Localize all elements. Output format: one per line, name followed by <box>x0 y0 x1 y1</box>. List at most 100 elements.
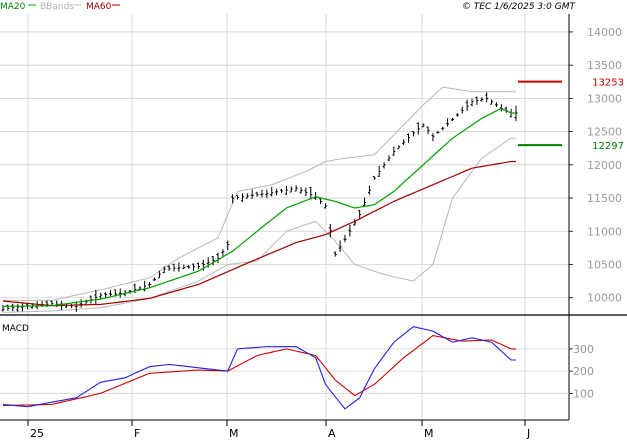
ohlc-bar <box>196 262 200 270</box>
macd-grid <box>0 348 569 394</box>
ohlc-bar <box>148 282 152 288</box>
ohlc-bar <box>343 234 347 243</box>
price-y-tick-label: 13000 <box>587 92 622 105</box>
x-tick-label: J <box>526 427 530 440</box>
ohlc-bar <box>470 98 474 107</box>
ohlc-bar <box>426 126 430 135</box>
price-marker-label: 13253 <box>592 78 624 89</box>
ohlc-bar <box>460 106 464 114</box>
ohlc-bar <box>475 96 479 105</box>
price-y-tick-label: 12500 <box>587 126 622 139</box>
ohlc-bar <box>221 249 225 257</box>
ohlc-bar <box>402 139 406 146</box>
price-markers: 13253 12297 <box>518 78 624 152</box>
ohlc-bar <box>387 155 391 162</box>
price-y-tick-label: 10500 <box>587 259 622 272</box>
ohlc-bar <box>118 288 122 298</box>
ohlc-bar <box>79 299 83 308</box>
ohlc-bar <box>152 277 156 281</box>
ohlc-bar <box>309 186 313 200</box>
ohlc-bar <box>377 165 381 177</box>
ohlc-bar <box>172 263 176 272</box>
macd-y-axis: 100 200 300 <box>569 343 594 400</box>
ohlc-bar <box>363 197 367 207</box>
ma20-line <box>2 107 516 307</box>
ohlc-bar <box>284 186 288 196</box>
x-tick-label: A <box>328 427 336 440</box>
ohlc-bar <box>367 185 371 195</box>
ohlc-bar <box>455 113 459 117</box>
ohlc-bar <box>236 195 240 200</box>
ohlc-bar <box>407 133 411 143</box>
ohlc-bar <box>328 223 332 238</box>
ohlc-bar <box>11 303 15 312</box>
ohlc-bar <box>304 187 308 197</box>
ohlc-bar <box>485 92 489 103</box>
ohlc-bar <box>294 185 298 192</box>
ohlc-bar <box>446 118 450 127</box>
macd-y-tick-label: 200 <box>573 365 594 378</box>
ohlc-bar <box>245 193 249 199</box>
legend: MA20 BBands MA60 <box>0 2 120 12</box>
x-tick-label: F <box>134 427 140 440</box>
ohlc-bar <box>167 265 171 271</box>
legend-ma20: MA20 <box>0 2 26 12</box>
price-panel: 10000 10500 11000 11500 12000 12500 13000 13500… <box>0 14 624 420</box>
ohlc-bar <box>279 188 283 193</box>
price-bars <box>1 92 518 312</box>
ohlc-bar <box>323 203 327 209</box>
ohlc-bar <box>211 255 215 266</box>
ohlc-bar <box>299 186 303 194</box>
moving-averages <box>2 107 516 307</box>
x-tick-label: 25 <box>30 427 44 440</box>
legend-bbands: BBands <box>40 2 74 12</box>
ohlc-bar <box>441 126 445 131</box>
ohlc-bar <box>289 186 293 193</box>
price-y-axis: 10000 10500 11000 11500 12000 12500 13000 13500… <box>569 26 622 305</box>
ohlc-bar <box>275 188 279 196</box>
ohlc-bar <box>157 270 161 279</box>
ohlc-bar <box>74 301 78 312</box>
ohlc-bar <box>162 266 166 274</box>
price-y-tick-label: 12000 <box>587 159 622 172</box>
ohlc-bar <box>50 300 54 306</box>
ohlc-bar <box>382 162 386 169</box>
macd-signal-line <box>2 335 516 407</box>
ohlc-bar <box>319 198 323 204</box>
ohlc-bar <box>99 292 103 299</box>
ohlc-bar <box>333 251 337 257</box>
ohlc-bar <box>143 280 147 292</box>
ohlc-bar <box>104 292 108 298</box>
ohlc-bar <box>450 117 454 121</box>
ohlc-bar <box>353 218 357 226</box>
macd-title: MACD <box>2 324 29 334</box>
ohlc-bar <box>411 130 415 137</box>
macd-line <box>2 326 516 410</box>
copyright-text: © TEC 1/6/2025 3:0 GMT <box>462 2 577 12</box>
macd-y-tick-label: 100 <box>573 387 594 400</box>
ohlc-bar <box>6 304 10 311</box>
ohlc-bar <box>431 133 435 142</box>
price-y-tick-label: 14000 <box>587 26 622 39</box>
macd-panel: MACD 100 200 300 <box>0 324 594 410</box>
ma60-line <box>2 160 516 307</box>
ohlc-bar <box>348 224 352 237</box>
ohlc-bar <box>108 290 112 296</box>
macd-y-tick-label: 300 <box>573 343 594 356</box>
legend-ma60: MA60 <box>86 2 112 12</box>
ohlc-bar <box>421 123 425 128</box>
ohlc-bar <box>392 146 396 156</box>
ohlc-bar <box>231 194 235 204</box>
ohlc-bar <box>16 304 20 312</box>
x-tick-label: M <box>424 427 434 440</box>
ohlc-bar <box>436 130 440 134</box>
ohlc-bar <box>226 240 230 251</box>
price-y-tick-label: 10000 <box>587 292 622 305</box>
ohlc-bar <box>397 145 401 150</box>
ohlc-bar <box>240 193 244 203</box>
ohlc-bar <box>250 189 254 199</box>
price-y-tick-label: 11000 <box>587 225 622 238</box>
ohlc-bar <box>358 209 362 219</box>
x-tick-label: M <box>229 427 239 440</box>
ohlc-bar <box>177 262 181 272</box>
